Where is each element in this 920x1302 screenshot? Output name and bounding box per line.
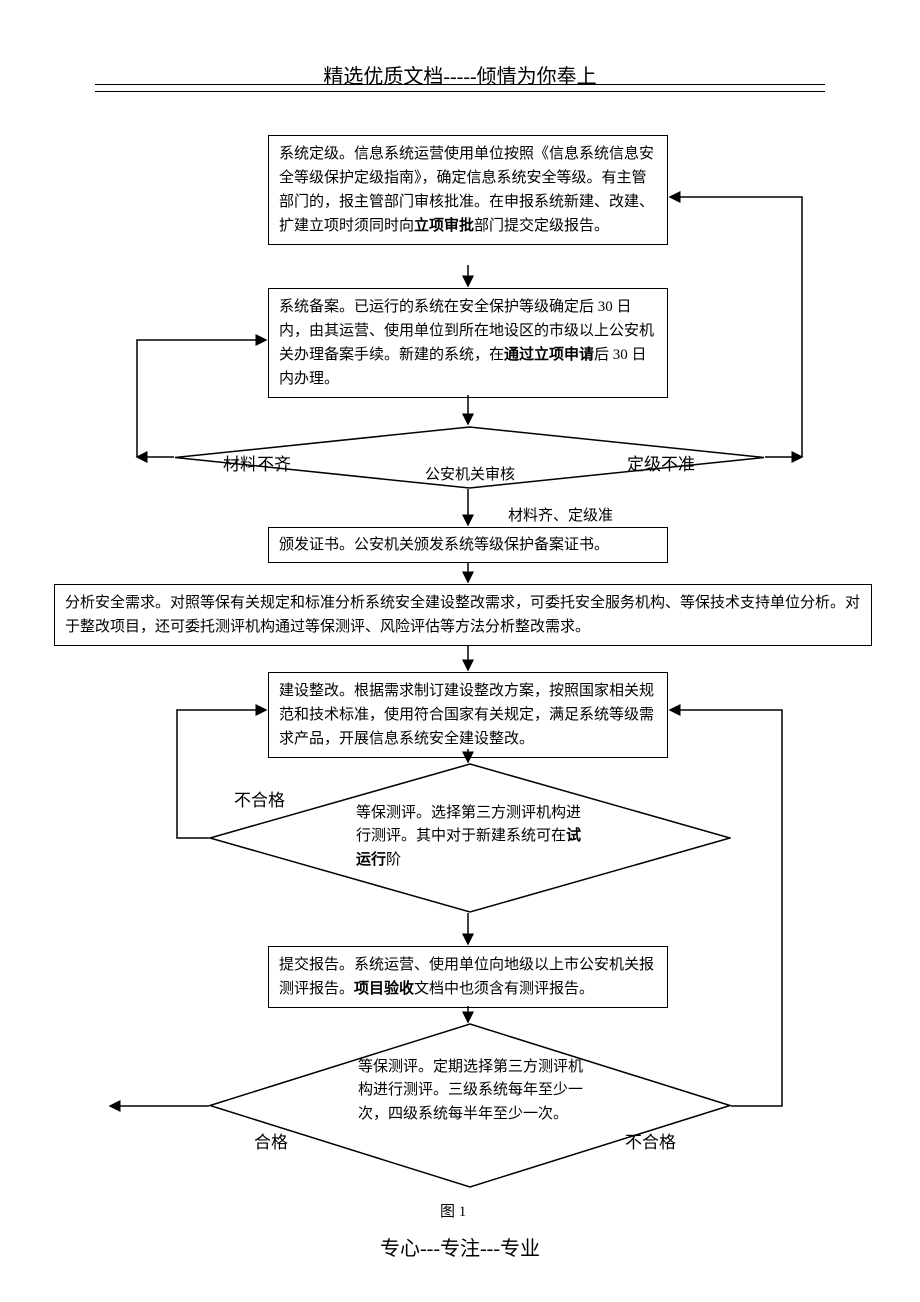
n1-bold: 立项审批 (414, 218, 474, 234)
node-issue-certificate: 颁发证书。公安机关颁发系统等级保护备案证书。 (268, 527, 668, 563)
n7-left-label: 不合格 (234, 786, 285, 811)
n8-bold: 项目验收 (354, 981, 414, 997)
figure-caption: 图 1 (440, 1200, 466, 1221)
n1-text2: 部门提交定级报告。 (474, 218, 609, 234)
n3-left-label: 材料不齐 (223, 450, 291, 475)
n9-right-label: 不合格 (625, 1128, 676, 1153)
n4-text: 颁发证书。公安机关颁发系统等级保护备案证书。 (279, 537, 609, 553)
node-submit-report: 提交报告。系统运营、使用单位向地级以上市公安机关报测评报告。项目验收文档中也须含… (268, 946, 668, 1008)
n3-bottom-label: 材料齐、定级准 (508, 504, 613, 525)
n3-text: 公安机关审核 (380, 464, 560, 487)
n7-text: 等保测评。选择第三方测评机构进行测评。其中对于新建系统可在试运行阶 (356, 802, 583, 872)
n7-plain: 等保测评。选择第三方测评机构进行测评。其中对于新建系统可在 (356, 805, 581, 844)
node-system-grading: 系统定级。信息系统运营使用单位按照《信息系统信息安全等级保护定级指南》，确定信息… (268, 135, 668, 245)
n2-bold: 通过立项申请 (504, 347, 594, 363)
n8-text2: 文档中也须含有测评报告。 (414, 981, 594, 997)
page-container: 精选优质文档-----倾情为你奉上 系统定级。信息系统运营使用单位按照《信息系统… (0, 0, 920, 1302)
n9-text: 等保测评。定期选择第三方测评机构进行测评。三级系统每年至少一次，四级系统每半年至… (358, 1056, 583, 1126)
n7-after: 阶 (386, 852, 401, 868)
caption-label: 图 (440, 1204, 455, 1220)
footer-text: 专心---专注---专业 (0, 1232, 920, 1261)
header-text: 精选优质文档-----倾情为你奉上 (0, 60, 920, 89)
n5-text: 分析安全需求。对照等保有关规定和标准分析系统安全建设整改需求，可委托安全服务机构… (65, 595, 860, 635)
node-construction-rectification: 建设整改。根据需求制订建设整改方案，按照国家相关规范和技术标准，使用符合国家有关… (268, 672, 668, 758)
node-system-filing: 系统备案。已运行的系统在安全保护等级确定后 30 日内，由其运营、使用单位到所在… (268, 288, 668, 398)
caption-num: 1 (459, 1204, 467, 1220)
n3-right-label: 定级不准 (627, 450, 695, 475)
header-rule-bottom (95, 91, 825, 92)
n9-left-label: 合格 (254, 1128, 288, 1153)
n6-text: 建设整改。根据需求制订建设整改方案，按照国家相关规范和技术标准，使用符合国家有关… (279, 683, 654, 747)
node-analyze-requirements: 分析安全需求。对照等保有关规定和标准分析系统安全建设整改需求，可委托安全服务机构… (54, 584, 872, 646)
